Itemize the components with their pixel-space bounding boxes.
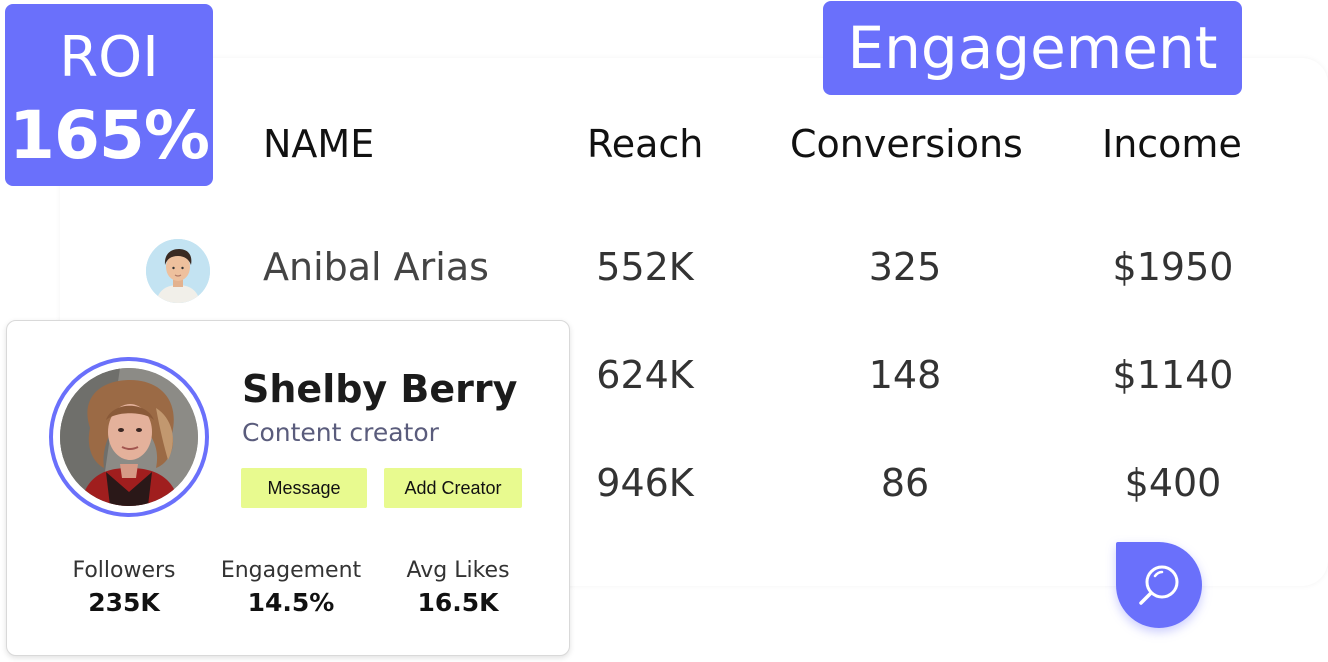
profile-role: Content creator <box>242 418 439 447</box>
row-3-income: $400 <box>1124 461 1222 505</box>
profile-avatar[interactable] <box>60 368 198 506</box>
roi-label: ROI <box>59 25 159 90</box>
profile-avatar-ring <box>49 357 209 517</box>
stat-followers-label: Followers <box>72 558 176 583</box>
row-2-reach: 624K <box>596 353 694 397</box>
profile-photo <box>60 368 198 506</box>
row-2-income: $1140 <box>1112 353 1234 397</box>
stat-engagement-label: Engagement <box>220 558 362 583</box>
column-header-income[interactable]: Income <box>1102 122 1242 166</box>
stat-followers: Followers 235K <box>49 557 199 621</box>
row-1-conversions: 325 <box>868 245 942 289</box>
creator-profile-card: Shelby Berry Content creator Message Add… <box>6 320 570 656</box>
row-1-reach: 552K <box>596 245 694 289</box>
stat-avg-likes: Avg Likes 16.5K <box>383 557 533 621</box>
search-button[interactable] <box>1116 542 1202 628</box>
column-header-conversions[interactable]: Conversions <box>790 122 1023 166</box>
stat-followers-value: 235K <box>88 588 160 617</box>
column-header-name[interactable]: NAME <box>263 122 375 166</box>
column-header-reach[interactable]: Reach <box>587 122 704 166</box>
roi-badge: ROI 165% <box>5 4 213 186</box>
roi-value: 165% <box>9 97 210 174</box>
row-3-conversions: 86 <box>880 461 930 505</box>
engagement-tab[interactable]: Engagement <box>823 1 1242 95</box>
profile-name: Shelby Berry <box>242 367 518 411</box>
search-icon <box>1139 565 1179 605</box>
row-3-reach: 946K <box>596 461 694 505</box>
avatar[interactable] <box>146 239 210 303</box>
stat-avg-likes-label: Avg Likes <box>406 558 510 583</box>
message-button[interactable]: Message <box>241 468 367 508</box>
avatar-photo <box>146 239 210 303</box>
stat-avg-likes-value: 16.5K <box>417 588 499 617</box>
row-1-name[interactable]: Anibal Arias <box>263 245 489 289</box>
row-1-income: $1950 <box>1112 245 1234 289</box>
stat-engagement: Engagement 14.5% <box>216 557 366 621</box>
stat-engagement-value: 14.5% <box>247 588 335 617</box>
row-2-conversions: 148 <box>868 353 942 397</box>
add-creator-button[interactable]: Add Creator <box>384 468 522 508</box>
